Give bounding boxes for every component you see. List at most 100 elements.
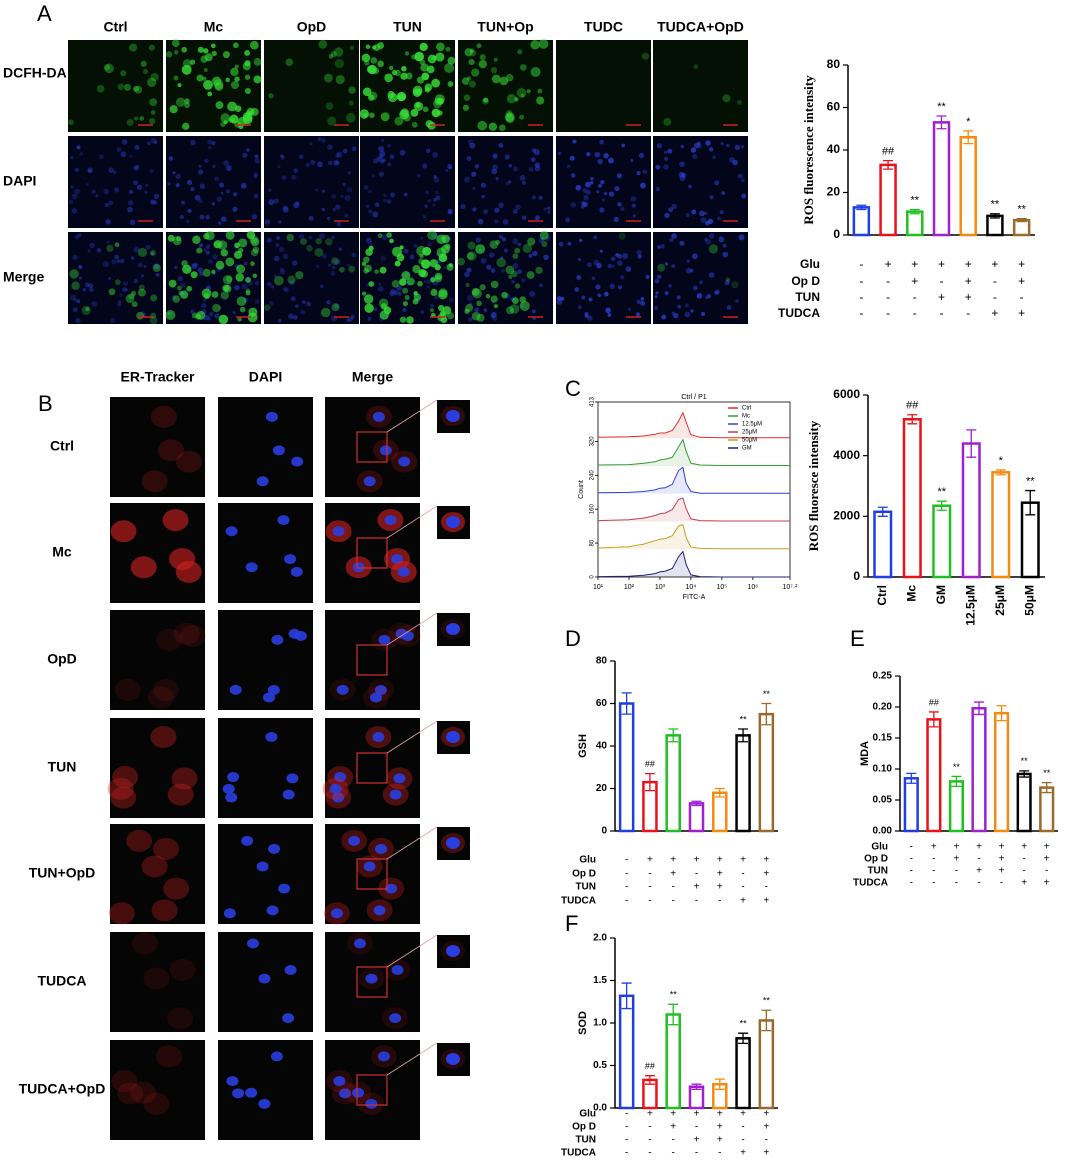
nucleus (740, 145, 744, 149)
nucleus (74, 234, 80, 240)
nucleus (317, 161, 323, 168)
er-signal (131, 932, 158, 955)
cell-signal (249, 235, 258, 244)
nucleus (282, 206, 289, 213)
nucleus (152, 200, 158, 205)
nucleus (111, 259, 117, 265)
cell-signal (506, 306, 515, 315)
cell-signal (410, 108, 419, 117)
nucleus (581, 295, 586, 300)
micrograph-texture (107, 725, 198, 809)
bar (712, 791, 728, 833)
treatment-sign: - (672, 882, 675, 893)
y-tick-label: 160 (590, 504, 596, 515)
cell-signal (85, 306, 90, 312)
cell-signal (203, 68, 208, 73)
nucleus (254, 157, 260, 164)
significance-label: * (999, 455, 1004, 467)
y-tick-label: 0.20 (873, 702, 893, 713)
nucleus (288, 313, 295, 320)
nucleus (129, 154, 133, 158)
inset-nucleus (446, 623, 460, 635)
nucleus (319, 233, 326, 240)
nucleus (635, 312, 640, 317)
nucleus (677, 304, 682, 309)
cell-signal (222, 51, 230, 59)
micrograph-texture (141, 405, 203, 493)
micrograph-texture (268, 39, 356, 126)
cell-signal (252, 273, 258, 279)
treatment-sign: - (625, 1122, 628, 1133)
nucleus (741, 193, 747, 199)
cell-signal (246, 230, 256, 240)
histogram-fill (598, 498, 790, 522)
nucleus (598, 183, 602, 188)
er-signal (171, 767, 198, 790)
cell-signal (147, 77, 157, 87)
nucleus (389, 154, 395, 160)
bar (618, 994, 635, 1110)
cell-signal (471, 287, 480, 296)
cell-signal (359, 109, 370, 119)
nucleus (722, 243, 727, 248)
nucleus (282, 205, 288, 211)
cell-signal (476, 313, 485, 322)
cell-signal (244, 50, 251, 56)
cell-signal (183, 59, 192, 68)
nucleus (498, 202, 504, 208)
nucleus (690, 309, 694, 313)
er-signal (151, 899, 178, 922)
nucleus (517, 269, 523, 275)
bar (665, 1013, 681, 1110)
cell-signal (245, 290, 251, 296)
treatment-sign: + (999, 866, 1005, 877)
cell-signal (467, 241, 476, 250)
nucleus (321, 189, 326, 193)
nucleus (153, 140, 158, 145)
error-bar (951, 775, 962, 788)
panel-letter: B (38, 391, 53, 416)
cell-signal (71, 281, 80, 290)
y-tick-label: 2.0 (593, 933, 607, 944)
nucleus (579, 238, 583, 243)
cell-signal (230, 81, 240, 90)
nucleus (177, 276, 183, 282)
nucleus (630, 158, 634, 162)
nucleus (567, 241, 572, 246)
cell-signal (448, 263, 453, 268)
treatment-sign: - (910, 854, 913, 865)
cell-signal (404, 294, 410, 301)
nucleus (500, 256, 504, 260)
nucleus (240, 182, 247, 189)
nucleus (539, 283, 543, 288)
cell-signal (325, 238, 333, 246)
micrograph-texture (111, 1045, 182, 1115)
nucleus (491, 311, 497, 318)
cell-signal (431, 78, 441, 88)
y-tick-label: 0.00 (873, 826, 893, 837)
cell-signal (238, 238, 248, 248)
micrograph (653, 40, 748, 132)
cell-signal (399, 316, 407, 323)
zoom-line (386, 505, 438, 539)
cell-signal (412, 88, 422, 97)
histogram-line (597, 438, 790, 466)
cell-signal (150, 110, 156, 115)
nucleus (365, 973, 378, 984)
y-tick-label: 0.0 (593, 1103, 607, 1114)
y-tick-label: 0.15 (873, 733, 893, 744)
nucleus (383, 193, 387, 198)
nucleus (74, 188, 80, 195)
nucleus (590, 176, 594, 181)
nucleus (581, 201, 586, 206)
nucleus (333, 1076, 346, 1087)
treatment-sign: + (763, 896, 769, 907)
nucleus (96, 247, 102, 253)
nucleus (607, 313, 612, 317)
cell-signal (466, 252, 475, 260)
cell-signal (211, 291, 219, 298)
nucleus (653, 305, 659, 311)
nucleus (258, 973, 271, 984)
nucleus (655, 291, 659, 295)
cell-signal (333, 47, 344, 57)
